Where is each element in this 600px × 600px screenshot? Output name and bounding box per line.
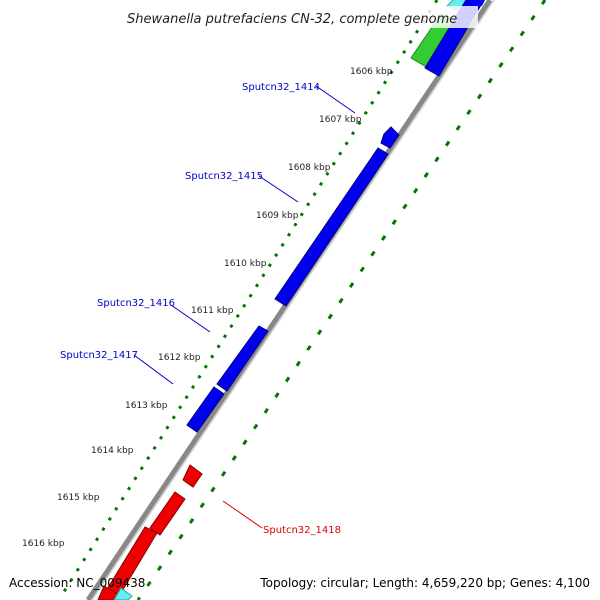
gene-label[interactable]: Sputcn32_1414 [242, 82, 320, 93]
tick-label: 1607 kbp [319, 115, 362, 125]
tick-label: 1611 kbp [191, 306, 234, 316]
gene-label-leader [258, 175, 299, 203]
accession-text: Accession: NC_009438 [9, 576, 146, 590]
gene-label-leader [133, 354, 174, 385]
tick-label: 1616 kbp [22, 539, 65, 549]
tick-label: 1610 kbp [224, 259, 267, 269]
gene-arrow-sputcn32-1416[interactable] [216, 325, 269, 392]
inner-dotted-track [136, 0, 547, 600]
tick-label: 1608 kbp [288, 163, 331, 173]
feature-cyan-bottom [113, 587, 133, 600]
title-background [120, 6, 478, 28]
outer-dotted-track [58, 0, 439, 599]
gene-label[interactable]: Sputcn32_1416 [97, 298, 175, 309]
genome-backbone-highlight [91, 0, 495, 600]
tick-label: 1615 kbp [57, 493, 100, 503]
gene-arrow-sputcn32-1415[interactable] [274, 147, 389, 307]
map-title: Shewanella putrefaciens CN-32, complete … [127, 12, 457, 27]
gene-arrow-sputcn32-1418-a[interactable] [182, 464, 203, 488]
topology-text: Topology: circular; Length: 4,659,220 bp… [260, 576, 590, 590]
tick-label: 1606 kbp [350, 67, 393, 77]
tick-label: 1612 kbp [158, 353, 201, 363]
gene-label[interactable]: Sputcn32_1417 [60, 350, 138, 361]
gene-arrow-sputcn32-1417[interactable] [186, 386, 225, 433]
gene-arrow-sputcn32-1414[interactable] [380, 126, 400, 149]
tick-label: 1614 kbp [91, 446, 134, 456]
gene-label-leader [222, 500, 263, 529]
gene-label[interactable]: Sputcn32_1415 [185, 171, 263, 182]
tick-label: 1609 kbp [256, 211, 299, 221]
gene-label-leader [315, 85, 356, 114]
gene-arrow-sputcn32-1418-b[interactable] [149, 491, 186, 536]
tick-label: 1613 kbp [125, 401, 168, 411]
gene-label[interactable]: Sputcn32_1418 [263, 525, 341, 536]
feature-blue-topmost [469, 0, 485, 6]
gene-label-leader [170, 304, 211, 333]
feature-red-bottom [97, 585, 119, 600]
